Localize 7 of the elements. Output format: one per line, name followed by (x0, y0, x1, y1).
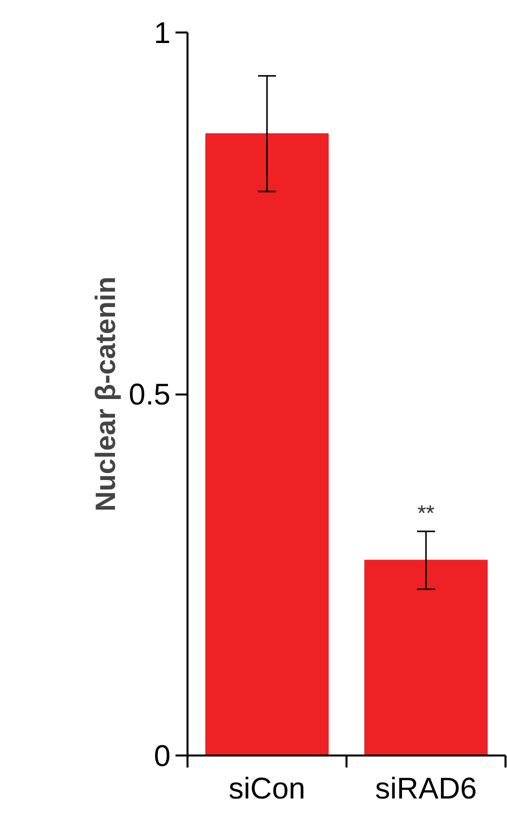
y-tick-label: 1 (154, 17, 171, 50)
annotation: ** (417, 500, 435, 526)
y-tick-label: 0.5 (128, 378, 171, 412)
y-axis-title: Nuclear β-catenin (90, 276, 121, 512)
x-tick-label: siRAD6 (375, 772, 477, 806)
x-tick-label: siCon (228, 772, 306, 806)
y-tick-label: 0 (154, 740, 171, 773)
